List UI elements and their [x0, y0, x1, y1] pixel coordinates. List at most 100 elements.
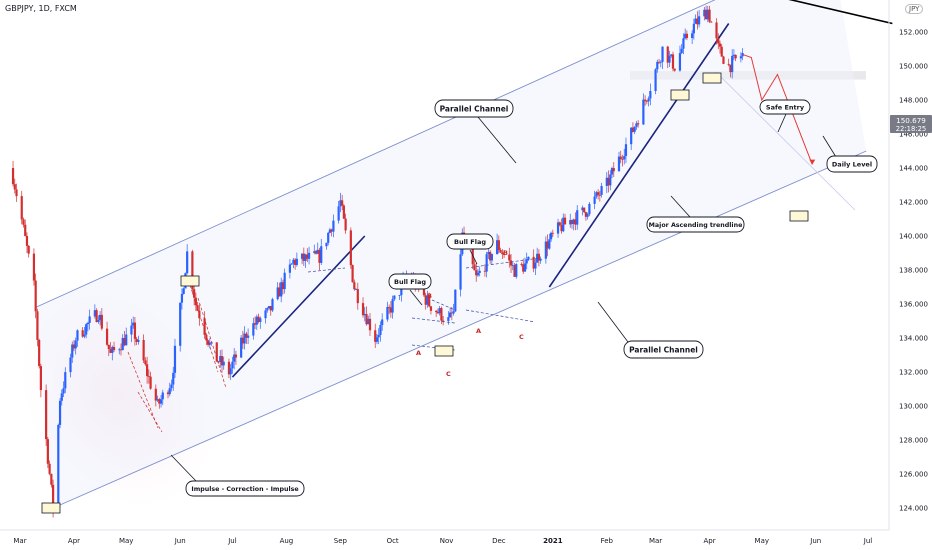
ascending-trendline-mid[interactable] [231, 235, 366, 378]
candle-body [537, 253, 540, 261]
flag-pattern-line [189, 284, 219, 373]
candle-body [720, 46, 723, 57]
pivot-marker[interactable] [670, 89, 690, 101]
candle-body [266, 308, 269, 311]
price-axis[interactable]: 124.000 126.000 128.000 130.000 132.000 134.0… [899, 29, 928, 513]
candle-body [234, 354, 238, 358]
candle-body [22, 219, 25, 225]
candle-body [476, 272, 480, 276]
candle-body [147, 376, 150, 377]
candle-body [428, 295, 431, 307]
descending-trendline[interactable] [311, 0, 893, 25]
callout-impulse-correction[interactable]: Impulse - Correction - Impulse [170, 454, 305, 497]
candle-body [422, 287, 426, 296]
time-tick-label: Dec [492, 537, 506, 545]
candle-body [222, 361, 225, 366]
candle-body [71, 344, 74, 358]
candle-body [288, 264, 291, 273]
time-tick-label: May [119, 537, 133, 545]
time-tick-label: Apr [703, 537, 715, 545]
candle-body [426, 295, 429, 305]
currency-badge[interactable]: JPY [905, 4, 924, 14]
candle-body [569, 220, 572, 225]
pivot-marker[interactable] [434, 345, 454, 357]
candle-body [283, 272, 286, 290]
callout-major-trendline-label: Major Ascending trendline [649, 222, 743, 229]
candle-body [172, 372, 175, 385]
parallel-channel-lower-line[interactable] [52, 150, 867, 509]
candle-body [450, 312, 453, 314]
candle-body [539, 258, 542, 261]
candle-body [269, 306, 272, 311]
candle-body [389, 307, 392, 313]
time-axis[interactable]: Mar Apr May Jun Jul Aug Sep Oct Nov Dec 2021 Feb Mar… [13, 537, 872, 545]
candle-body [654, 69, 657, 91]
candle-body [100, 314, 103, 329]
candle-body [459, 254, 462, 290]
candle-body [264, 310, 267, 319]
time-tick-label: Apr [68, 537, 80, 545]
candle-body [534, 262, 537, 269]
candle-body [475, 270, 478, 276]
callout-parallel-channel-bottom[interactable]: Parallel Channel [597, 301, 704, 359]
callout-safe-entry[interactable]: Safe Entry [759, 99, 811, 133]
candle-body [375, 337, 379, 342]
candle-body [304, 254, 307, 261]
candle-body [125, 334, 128, 346]
candle-body [678, 53, 682, 71]
candle-body [330, 229, 333, 232]
pivot-marker[interactable] [702, 72, 722, 84]
candle-body [499, 250, 502, 253]
candle-body [62, 388, 65, 394]
candle-body [332, 220, 335, 232]
candle-body [584, 212, 588, 217]
candle-body [137, 339, 140, 342]
candle-body [210, 342, 213, 344]
callout-bull-flag-left[interactable]: Bull Flag [388, 273, 432, 306]
pivot-marker[interactable] [180, 275, 200, 287]
callout-major-trendline[interactable]: Major Ascending trendline [646, 195, 745, 233]
candle-body [623, 156, 626, 160]
candle-body [339, 200, 342, 207]
candle-body [659, 61, 662, 63]
callout-bull-flag-right[interactable]: Bull Flag [446, 233, 494, 265]
candle-body [295, 258, 298, 265]
candle-body [424, 295, 427, 305]
wave-labels: A B C A B C [416, 249, 524, 378]
candle-body [257, 316, 260, 323]
candle-body [581, 207, 584, 211]
flag-pattern-line [307, 267, 346, 273]
candle-body [633, 126, 636, 132]
candle-body [377, 334, 380, 338]
candle-body [203, 318, 206, 335]
candle-body [51, 484, 55, 511]
candle-body [619, 156, 622, 159]
time-tick-label: Jul [227, 537, 237, 545]
major-ascending-trendline[interactable] [548, 23, 730, 288]
candle-body [496, 240, 499, 255]
callout-bull-flag-right-label: Bull Flag [454, 238, 486, 246]
candle-body [146, 364, 149, 377]
parallel-channel-upper-line[interactable] [35, 0, 832, 308]
candle-body [13, 184, 16, 190]
candle-body [379, 325, 382, 335]
pivot-marker[interactable] [789, 210, 809, 222]
candle-body [570, 220, 574, 224]
candle-body [267, 306, 271, 309]
candle-body [497, 240, 500, 251]
candle-body [20, 196, 23, 220]
candle-body [365, 313, 368, 325]
candle-body [149, 376, 152, 389]
time-tick-label: Mar [13, 537, 26, 545]
pivot-marker[interactable] [41, 502, 61, 514]
candle-body [39, 366, 42, 391]
candle-body [583, 207, 586, 213]
callout-parallel-channel-top[interactable]: Parallel Channel [434, 99, 517, 164]
candle-body [624, 144, 628, 157]
projection-line [715, 71, 856, 211]
forecast-arrowhead [809, 159, 816, 165]
candle-body [398, 295, 401, 296]
callout-daily-level[interactable]: Daily Level [822, 135, 878, 173]
candle-body [194, 297, 197, 306]
